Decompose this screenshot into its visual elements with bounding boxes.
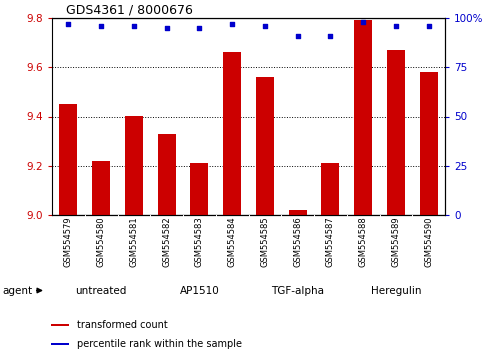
Text: GSM554590: GSM554590 [424, 216, 433, 267]
Point [294, 33, 301, 39]
Bar [289, 210, 307, 215]
Bar [223, 52, 241, 215]
Text: percentile rank within the sample: percentile rank within the sample [77, 338, 242, 349]
Point [425, 23, 432, 29]
Text: GSM554584: GSM554584 [227, 216, 237, 267]
Bar [51, 343, 70, 346]
Text: agent: agent [2, 285, 32, 296]
Text: GSM554582: GSM554582 [162, 216, 171, 267]
Text: untreated: untreated [75, 285, 127, 296]
Text: transformed count: transformed count [77, 320, 168, 330]
Bar [321, 163, 340, 215]
Text: GSM554583: GSM554583 [195, 216, 204, 267]
Text: GDS4361 / 8000676: GDS4361 / 8000676 [67, 3, 193, 16]
Bar [92, 161, 110, 215]
Text: GSM554586: GSM554586 [293, 216, 302, 267]
Point [97, 23, 105, 29]
Bar [387, 50, 405, 215]
Bar [354, 21, 372, 215]
Text: GSM554589: GSM554589 [391, 216, 400, 267]
Bar [51, 325, 70, 326]
Point [261, 23, 269, 29]
Text: Heregulin: Heregulin [370, 285, 421, 296]
Text: GSM554581: GSM554581 [129, 216, 138, 267]
Bar [420, 72, 438, 215]
Text: AP1510: AP1510 [180, 285, 219, 296]
Point [65, 21, 72, 27]
Bar [125, 116, 143, 215]
Point [196, 25, 203, 31]
Text: GSM554579: GSM554579 [64, 216, 73, 267]
Text: GSM554587: GSM554587 [326, 216, 335, 267]
Point [327, 33, 334, 39]
Bar [59, 104, 77, 215]
Point [392, 23, 400, 29]
Text: GSM554585: GSM554585 [260, 216, 270, 267]
Text: TGF-alpha: TGF-alpha [271, 285, 324, 296]
Point [163, 25, 170, 31]
Point [228, 21, 236, 27]
Point [130, 23, 138, 29]
Bar [157, 134, 176, 215]
Bar [256, 77, 274, 215]
Bar [190, 163, 208, 215]
Text: GSM554580: GSM554580 [97, 216, 106, 267]
Point [359, 19, 367, 25]
Text: GSM554588: GSM554588 [358, 216, 368, 267]
